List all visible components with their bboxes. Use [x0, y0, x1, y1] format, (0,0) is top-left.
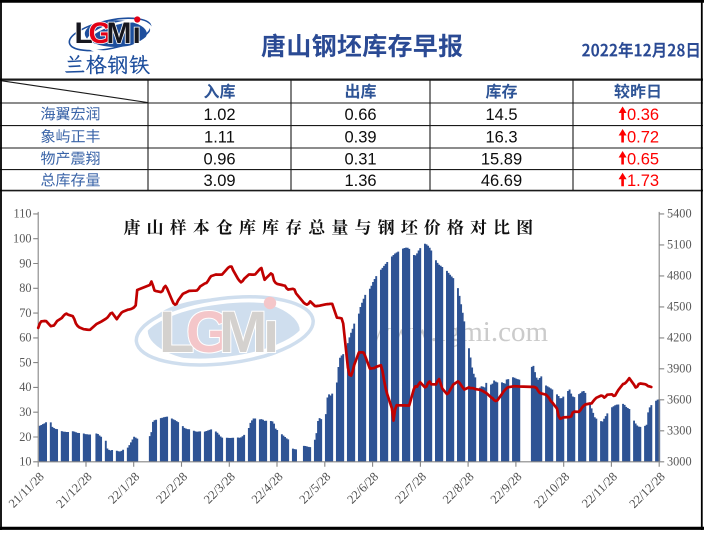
- svg-text:0.96: 0.96: [203, 150, 235, 168]
- svg-text:22/5/28: 22/5/28: [297, 470, 334, 507]
- svg-text:21/11/28: 21/11/28: [6, 470, 47, 511]
- svg-text:22/1/28: 22/1/28: [105, 470, 142, 507]
- svg-text:110: 110: [14, 207, 32, 221]
- svg-text:5400: 5400: [667, 207, 692, 221]
- svg-text:0.65: 0.65: [627, 150, 659, 168]
- svg-text:30: 30: [19, 405, 31, 419]
- svg-text:22/10/28: 22/10/28: [531, 470, 572, 511]
- svg-text:80: 80: [19, 281, 31, 295]
- svg-text:3.09: 3.09: [203, 172, 235, 190]
- svg-text:1.02: 1.02: [203, 106, 235, 124]
- svg-text:0.36: 0.36: [627, 106, 659, 124]
- svg-text:4800: 4800: [667, 269, 692, 283]
- svg-text:14.5: 14.5: [485, 106, 517, 124]
- svg-text:22/12/28: 22/12/28: [626, 470, 667, 511]
- svg-text:L: L: [159, 300, 194, 365]
- svg-text:50: 50: [19, 355, 31, 369]
- svg-text:1.11: 1.11: [204, 128, 235, 146]
- svg-text:G: G: [89, 17, 112, 50]
- svg-text:0.66: 0.66: [344, 106, 376, 124]
- svg-text:3900: 3900: [667, 362, 692, 376]
- svg-text:21/12/28: 21/12/28: [53, 470, 94, 511]
- svg-text:22/7/28: 22/7/28: [392, 470, 429, 507]
- svg-text:70: 70: [19, 306, 31, 320]
- svg-text:3000: 3000: [667, 455, 692, 469]
- svg-text:22/2/28: 22/2/28: [153, 470, 190, 507]
- svg-text:0.39: 0.39: [344, 128, 376, 146]
- svg-text:10: 10: [19, 455, 31, 469]
- svg-text:3600: 3600: [667, 393, 692, 407]
- svg-text:22/8/28: 22/8/28: [440, 470, 477, 507]
- svg-text:22/3/28: 22/3/28: [201, 470, 238, 507]
- svg-text:90: 90: [19, 256, 31, 270]
- svg-text:0.31: 0.31: [344, 150, 376, 168]
- svg-text:3300: 3300: [667, 424, 692, 438]
- svg-text:60: 60: [19, 331, 31, 345]
- svg-text:22/9/28: 22/9/28: [488, 470, 525, 507]
- svg-text:ı: ı: [263, 300, 279, 365]
- svg-text:16.3: 16.3: [485, 128, 517, 146]
- svg-text:20: 20: [19, 430, 31, 444]
- svg-text:L: L: [75, 17, 93, 50]
- svg-text:4500: 4500: [667, 300, 692, 314]
- svg-text:M: M: [219, 300, 267, 365]
- svg-text:40: 40: [19, 380, 31, 394]
- svg-text:5100: 5100: [667, 238, 692, 252]
- svg-text:M: M: [107, 17, 132, 50]
- svg-text:22/11/28: 22/11/28: [579, 470, 620, 511]
- svg-text:1.36: 1.36: [344, 172, 376, 190]
- svg-text:15.89: 15.89: [481, 150, 522, 168]
- svg-text:46.69: 46.69: [481, 172, 522, 190]
- svg-text:ı: ı: [133, 17, 141, 50]
- svg-text:G: G: [186, 300, 231, 365]
- svg-text:1.73: 1.73: [627, 172, 659, 190]
- svg-text:22/6/28: 22/6/28: [344, 470, 381, 507]
- svg-text:0.72: 0.72: [627, 128, 659, 146]
- svg-text:22/4/28: 22/4/28: [249, 470, 286, 507]
- svg-text:4200: 4200: [667, 331, 692, 345]
- svg-text:100: 100: [13, 232, 31, 246]
